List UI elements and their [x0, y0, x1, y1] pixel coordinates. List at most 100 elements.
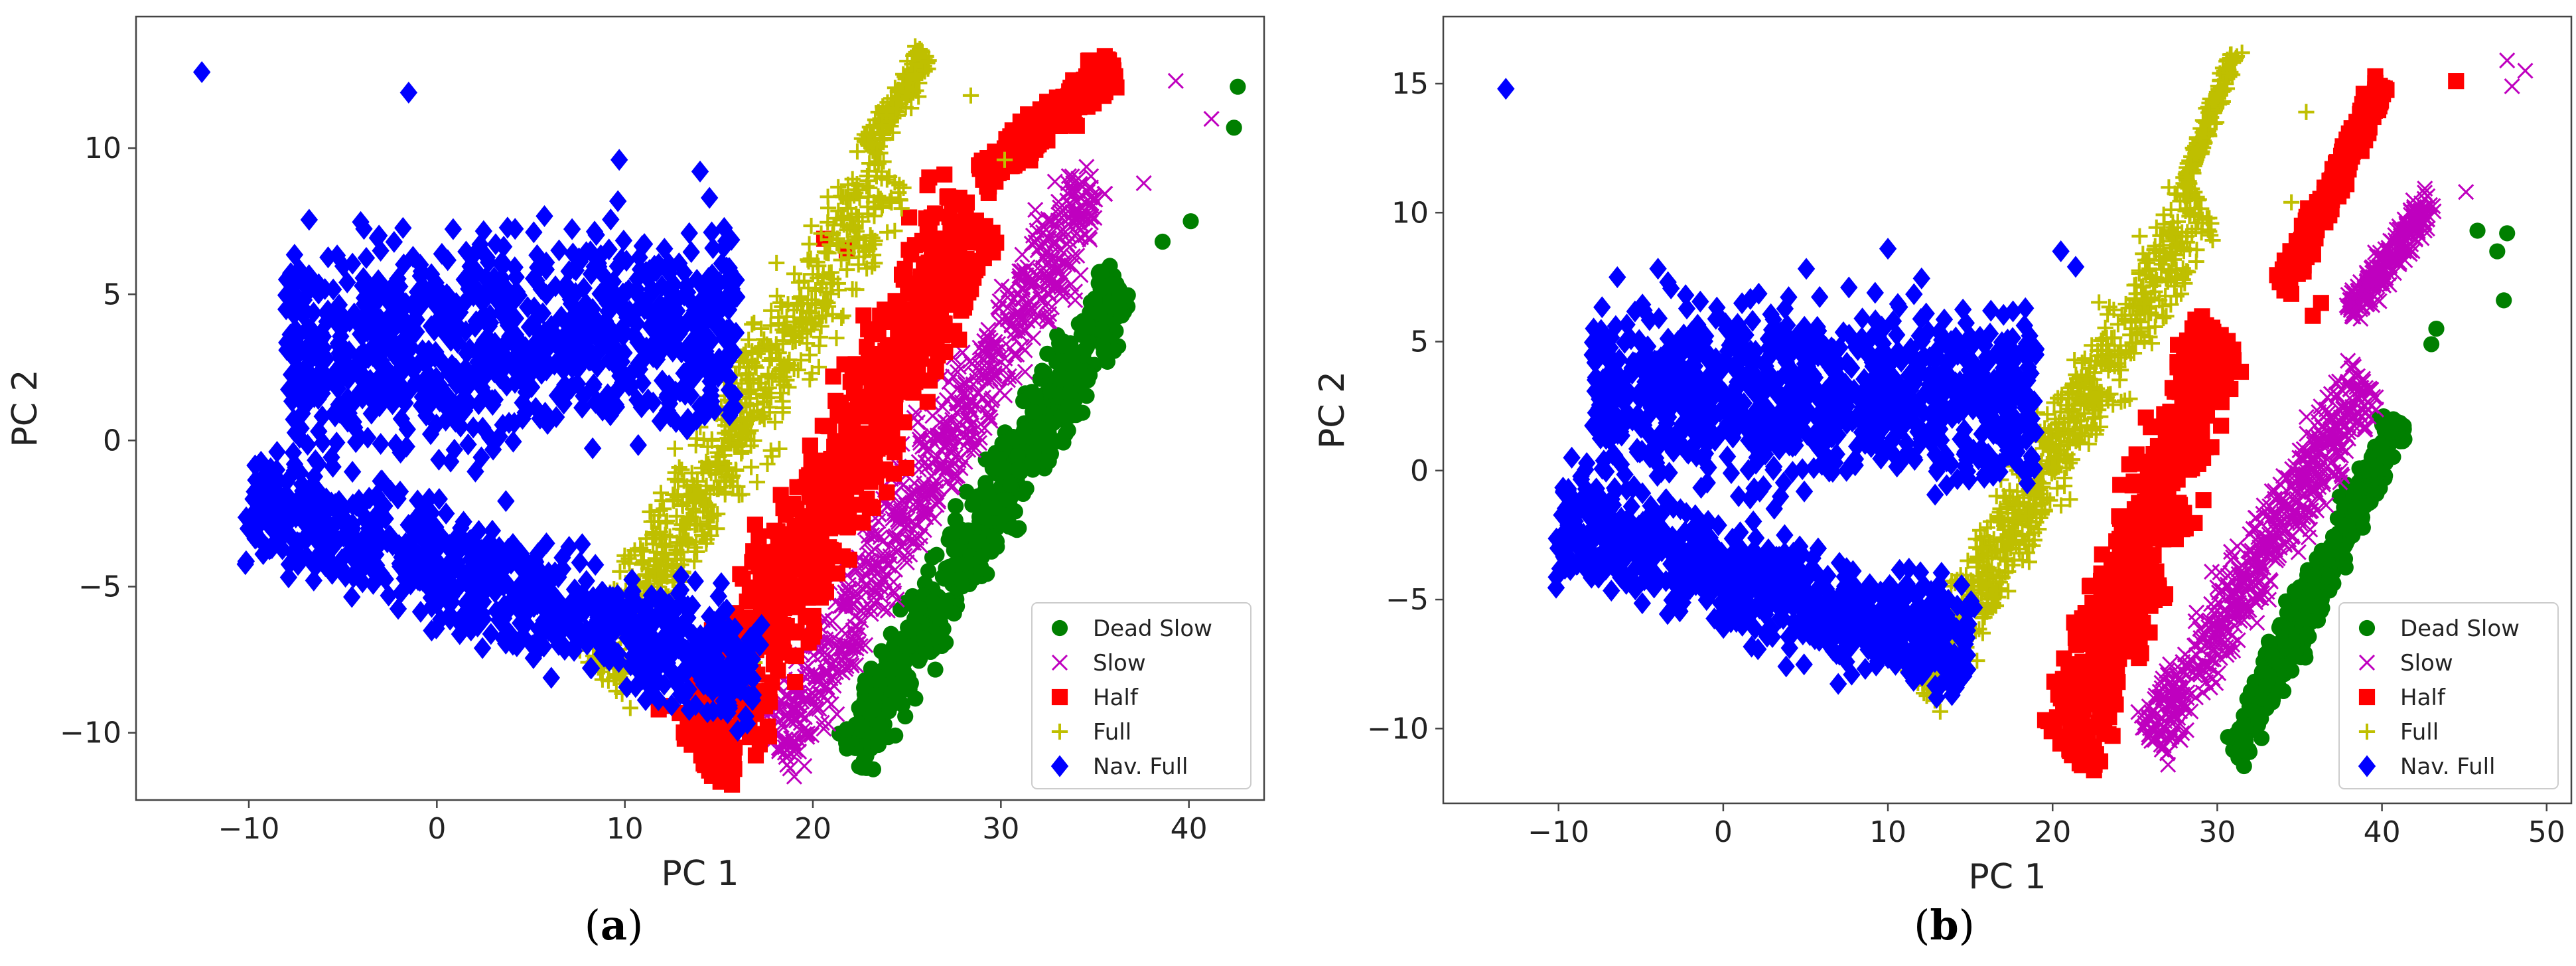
- point: [916, 63, 933, 80]
- point: [723, 776, 741, 793]
- point: [368, 560, 386, 583]
- point: [709, 673, 727, 695]
- point: [774, 393, 791, 410]
- point: [1045, 414, 1062, 432]
- point: [564, 242, 582, 265]
- series-nav-full: [192, 61, 770, 742]
- point: [1074, 80, 1091, 96]
- point: [889, 591, 905, 608]
- point: [705, 479, 723, 496]
- point: [444, 218, 463, 240]
- point: [451, 415, 470, 438]
- point: [800, 725, 816, 742]
- point: [1167, 72, 1184, 89]
- point: [727, 321, 745, 344]
- point: [260, 538, 279, 560]
- point: [894, 696, 911, 713]
- point: [900, 242, 917, 258]
- point: [745, 372, 762, 388]
- point: [830, 202, 847, 219]
- point: [683, 594, 701, 617]
- point: [1070, 183, 1086, 200]
- point: [986, 499, 1003, 516]
- point: [909, 414, 926, 431]
- point: [831, 661, 847, 679]
- point: [500, 592, 518, 615]
- point: [788, 297, 806, 314]
- point: [961, 430, 977, 447]
- point: [803, 305, 820, 321]
- point: [632, 351, 651, 373]
- point: [872, 406, 889, 423]
- point: [839, 518, 857, 534]
- point: [1230, 78, 1246, 95]
- point: [704, 237, 722, 260]
- point: [1023, 278, 1040, 294]
- point: [1076, 315, 1092, 331]
- point: [462, 619, 480, 642]
- point: [635, 542, 652, 559]
- point: [565, 258, 583, 280]
- point: [773, 627, 790, 644]
- point: [674, 496, 691, 513]
- point: [802, 438, 818, 454]
- point: [720, 378, 739, 401]
- point: [668, 508, 685, 524]
- point: [968, 534, 985, 550]
- point: [430, 293, 449, 316]
- point: [1086, 95, 1102, 112]
- point: [342, 544, 360, 566]
- point: [368, 226, 387, 249]
- point: [721, 398, 739, 421]
- point: [952, 378, 968, 395]
- point: [284, 338, 302, 361]
- point: [575, 385, 593, 408]
- point: [484, 335, 502, 357]
- point: [1007, 370, 1023, 386]
- point: [786, 711, 802, 728]
- point: [849, 143, 866, 160]
- point: [946, 524, 963, 541]
- point: [421, 578, 439, 601]
- point: [825, 509, 842, 525]
- point: [709, 316, 727, 339]
- point: [770, 345, 787, 361]
- point: [1027, 201, 1044, 218]
- point: [906, 475, 922, 492]
- point: [780, 526, 796, 542]
- point: [571, 623, 589, 646]
- point: [981, 409, 998, 426]
- point: [942, 430, 958, 446]
- point: [938, 463, 954, 479]
- point: [670, 252, 688, 275]
- point: [977, 482, 993, 499]
- point: [437, 503, 455, 525]
- point: [609, 642, 627, 665]
- point: [891, 529, 908, 546]
- point: [1025, 330, 1042, 347]
- point: [755, 388, 772, 404]
- point: [598, 627, 616, 649]
- point: [455, 511, 472, 533]
- point: [922, 289, 939, 306]
- point: [338, 271, 356, 293]
- point: [847, 657, 865, 673]
- point: [634, 611, 652, 633]
- point: [829, 706, 845, 722]
- point: [788, 647, 804, 665]
- point: [365, 334, 383, 357]
- point: [919, 394, 936, 410]
- point: [449, 331, 466, 354]
- point: [1027, 125, 1043, 142]
- point: [437, 555, 455, 578]
- point: [821, 539, 837, 556]
- point: [743, 459, 760, 475]
- point: [994, 435, 1011, 452]
- point: [692, 516, 709, 533]
- point: [483, 519, 502, 542]
- point: [944, 477, 961, 494]
- point: [896, 260, 913, 278]
- point: [573, 533, 591, 556]
- point: [836, 436, 853, 452]
- point: [422, 315, 441, 337]
